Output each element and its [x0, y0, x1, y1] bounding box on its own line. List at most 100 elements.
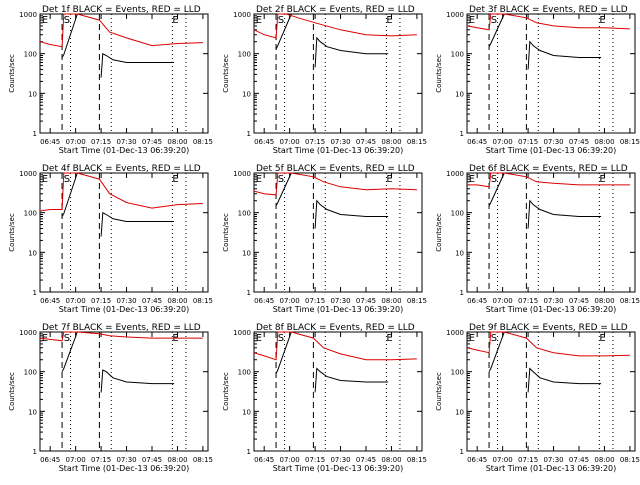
x-tick-label: 08:15 — [407, 297, 427, 305]
y-tick-label: 10 — [242, 90, 251, 98]
panel-title: Det 9f BLACK = Events, RED = LLD — [469, 323, 628, 333]
x-tick-label: 07:00 — [66, 138, 86, 146]
y-tick-label: 1 — [460, 289, 464, 297]
y-tick-label: 10 — [28, 249, 37, 257]
y-tick-label: 1000 — [446, 11, 464, 19]
x-tick-label: 07:30 — [116, 456, 136, 464]
x-tick-label: 08:00 — [594, 456, 614, 464]
x-tick-label: 07:00 — [280, 456, 300, 464]
x-tick-label: 07:45 — [569, 138, 589, 146]
interval-marker-e: E — [599, 333, 605, 344]
y-tick-label: 1 — [460, 448, 464, 456]
plot-frame — [253, 172, 423, 293]
x-tick-label: 06:45 — [467, 138, 487, 146]
series-lld-line — [466, 13, 630, 31]
y-axis-label: Counts/sec — [222, 372, 230, 411]
panel-title: Det 8f BLACK = Events, RED = LLD — [256, 323, 415, 333]
series-lld-line — [467, 172, 630, 188]
x-tick-label: 08:00 — [381, 456, 401, 464]
y-tick-label: 1 — [247, 289, 251, 297]
interval-marker-e: E — [386, 174, 392, 185]
interval-marker-e: E — [256, 333, 262, 344]
panel-2: Det 2f BLACK = Events, RED = LLD 1 10 100 10… — [222, 5, 427, 155]
interval-marker-s: S — [64, 174, 70, 185]
x-tick-label: 07:15 — [91, 456, 111, 464]
y-axis-label: Counts/sec — [435, 54, 443, 93]
x-tick-label: 08:00 — [381, 297, 401, 305]
x-tick-label: 07:15 — [305, 456, 325, 464]
x-axis-label: Start Time (01-Dec-13 06:39:20) — [486, 146, 617, 155]
x-axis-label: Start Time (01-Dec-13 06:39:20) — [273, 146, 404, 155]
x-tick-label: 07:30 — [330, 456, 350, 464]
y-tick-label: 100 — [24, 210, 37, 218]
x-tick-label: 08:15 — [193, 297, 213, 305]
series-events-line — [275, 331, 389, 393]
y-axis-label: Counts/sec — [222, 54, 230, 93]
x-tick-label: 07:15 — [305, 297, 325, 305]
y-tick-label: 100 — [451, 369, 464, 377]
plot-frame — [253, 331, 423, 452]
x-tick-label: 07:45 — [356, 138, 376, 146]
interval-marker-e: E — [256, 15, 262, 26]
x-tick-label: 07:15 — [91, 297, 111, 305]
interval-marker-e: E — [469, 174, 475, 185]
interval-marker-s: S — [278, 15, 284, 26]
x-tick-label: 08:00 — [167, 456, 187, 464]
x-tick-label: 07:45 — [356, 297, 376, 305]
interval-marker-e: E — [172, 15, 178, 26]
panel-8: Det 8f BLACK = Events, RED = LLD 1 10 100 10… — [222, 323, 427, 473]
x-tick-label: 07:00 — [280, 297, 300, 305]
x-tick-label: 08:00 — [167, 297, 187, 305]
y-axis-label: Counts/sec — [435, 372, 443, 411]
panel-title: Det 6f BLACK = Events, RED = LLD — [469, 164, 628, 174]
x-tick-label: 07:30 — [543, 297, 563, 305]
x-tick-label: 07:00 — [493, 297, 513, 305]
x-tick-label: 07:30 — [543, 138, 563, 146]
interval-marker-s: S — [491, 174, 497, 185]
x-tick-label: 07:45 — [569, 456, 589, 464]
x-axis-label: Start Time (01-Dec-13 06:39:20) — [486, 464, 617, 473]
y-tick-label: 100 — [238, 210, 251, 218]
x-tick-label: 07:30 — [116, 297, 136, 305]
plot-frame — [253, 13, 423, 134]
interval-marker-e: E — [42, 174, 48, 185]
x-tick-label: 08:15 — [407, 138, 427, 146]
interval-marker-e: E — [42, 15, 48, 26]
y-tick-label: 1000 — [446, 170, 464, 178]
series-events-line — [488, 172, 602, 229]
y-tick-label: 100 — [451, 51, 464, 59]
y-tick-label: 1000 — [233, 11, 251, 19]
x-tick-label: 06:45 — [254, 138, 274, 146]
x-tick-label: 08:15 — [620, 138, 640, 146]
panel-title: Det 5f BLACK = Events, RED = LLD — [256, 164, 415, 174]
y-tick-label: 10 — [242, 408, 251, 416]
plot-frame — [466, 172, 636, 293]
series-lld-line — [253, 331, 417, 361]
interval-marker-e: E — [172, 174, 178, 185]
panel-title: Det 7f BLACK = Events, RED = LLD — [42, 323, 201, 333]
y-tick-label: 10 — [28, 90, 37, 98]
series-events-line — [275, 172, 389, 229]
interval-marker-s: S — [491, 333, 497, 344]
x-axis-label: Start Time (01-Dec-13 06:39:20) — [59, 464, 190, 473]
x-tick-label: 06:45 — [40, 138, 60, 146]
x-tick-label: 07:00 — [493, 138, 513, 146]
y-tick-label: 1000 — [233, 329, 251, 337]
x-axis-label: Start Time (01-Dec-13 06:39:20) — [59, 146, 190, 155]
panel-title: Det 1f BLACK = Events, RED = LLD — [42, 5, 201, 15]
y-tick-label: 10 — [455, 249, 464, 257]
panel-6: Det 6f BLACK = Events, RED = LLD 1 10 100 10… — [435, 164, 640, 314]
series-events-line — [61, 331, 175, 393]
x-tick-label: 06:45 — [467, 456, 487, 464]
x-tick-label: 07:00 — [280, 138, 300, 146]
interval-marker-s: S — [278, 333, 284, 344]
y-axis-label: Counts/sec — [435, 213, 443, 252]
x-tick-label: 07:00 — [66, 456, 86, 464]
x-tick-label: 07:00 — [493, 456, 513, 464]
interval-marker-s: S — [64, 333, 70, 344]
panel-title: Det 3f BLACK = Events, RED = LLD — [469, 5, 628, 15]
x-tick-label: 08:15 — [620, 297, 640, 305]
x-tick-label: 07:15 — [305, 138, 325, 146]
x-tick-label: 08:00 — [594, 297, 614, 305]
